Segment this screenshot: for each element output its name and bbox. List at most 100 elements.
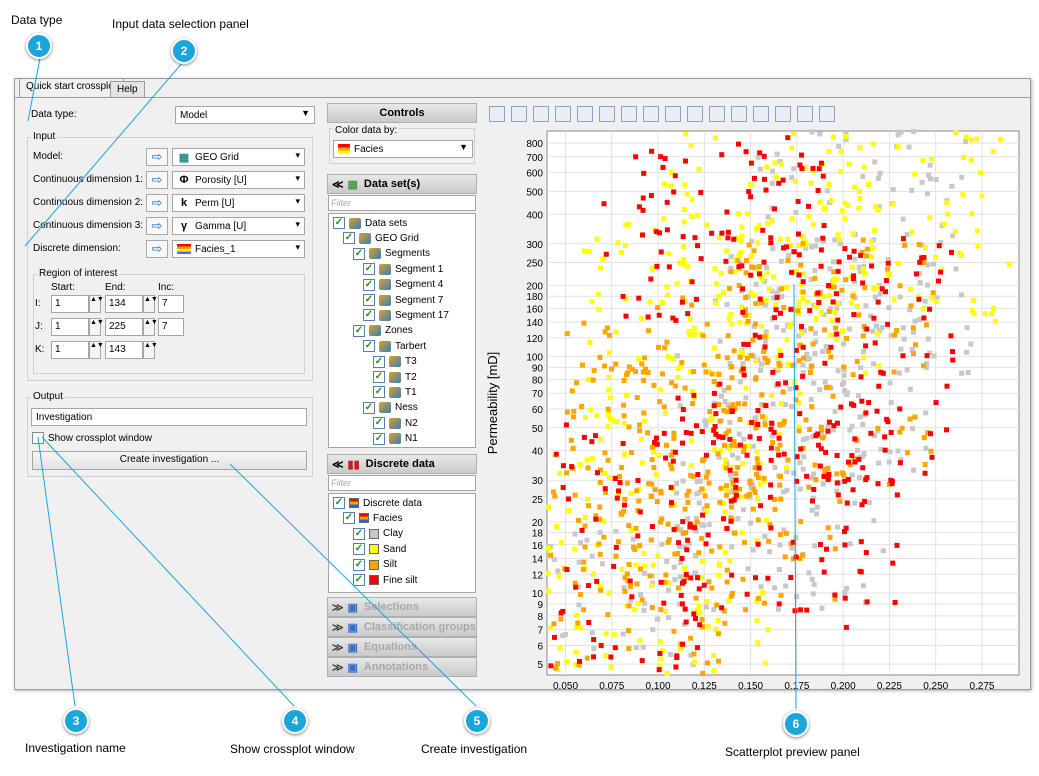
tree-item[interactable]: ✓ Ness (363, 401, 418, 414)
tree-checkbox[interactable]: ✓ (353, 543, 365, 556)
assign-arrow-button[interactable]: ⇨ (146, 240, 168, 258)
tree-checkbox[interactable]: ✓ (363, 401, 375, 414)
tree-checkbox[interactable]: ✓ (373, 386, 385, 399)
print-icon[interactable] (731, 106, 747, 122)
assign-arrow-button[interactable]: ⇨ (146, 148, 168, 166)
histogram-icon[interactable] (753, 106, 769, 122)
assign-arrow-button[interactable]: ⇨ (146, 194, 168, 212)
tree-item[interactable]: ✓ Zones (353, 324, 413, 337)
assign-arrow-button[interactable]: ⇨ (146, 217, 168, 235)
roi-start-input[interactable]: 1 (51, 295, 89, 313)
tree-checkbox[interactable]: ✓ (373, 417, 385, 430)
datasets-header[interactable]: ≪ ▦ Data set(s) (327, 174, 477, 194)
discrete-tree-item[interactable]: ✓ Sand (353, 543, 406, 556)
color-by-select[interactable]: Facies ▼ (333, 140, 473, 158)
tree-checkbox[interactable]: ✓ (343, 512, 355, 525)
tree-checkbox[interactable]: ✓ (353, 324, 365, 337)
tree-item[interactable]: ✓ GEO Grid (343, 232, 419, 245)
assign-arrow-button[interactable]: ⇨ (146, 171, 168, 189)
tree-item[interactable]: ✓ T2 (373, 371, 417, 383)
tree-item[interactable]: ✓ N2 (373, 417, 418, 430)
tab-help[interactable]: Help (110, 81, 145, 97)
collapsed-panel-header[interactable]: ≫ ▣ Classification groups (327, 617, 477, 637)
pointer-icon[interactable] (489, 106, 505, 122)
collapsed-panel-header[interactable]: ≫ ▣ Equations (327, 637, 477, 657)
roi-end-stepper[interactable]: ▲▼ (143, 295, 158, 313)
tree-checkbox[interactable]: ✓ (363, 309, 375, 322)
roi-end-stepper[interactable]: ▲▼ (143, 341, 158, 359)
scatter-point (674, 481, 680, 487)
tree-item[interactable]: ✓ Segment 4 (363, 278, 443, 291)
tree-checkbox[interactable]: ✓ (373, 371, 385, 383)
legend-icon[interactable] (687, 106, 703, 122)
input-row-select[interactable]: ▦ GEO Grid ▾ (172, 148, 305, 166)
tree-checkbox[interactable]: ✓ (353, 247, 365, 260)
chart-settings-icon[interactable] (665, 106, 681, 122)
roi-end-input[interactable]: 143 (105, 341, 143, 359)
roi-end-input[interactable]: 225 (105, 318, 143, 336)
tree-item[interactable]: ✓ N1 (373, 432, 418, 445)
tree-checkbox[interactable]: ✓ (353, 574, 365, 586)
tree-item[interactable]: ✓ T3 (373, 355, 417, 368)
roi-start-input[interactable]: 1 (51, 318, 89, 336)
tree-checkbox[interactable]: ✓ (333, 217, 345, 229)
discrete-tree-item[interactable]: ✓ Silt (353, 558, 397, 571)
filter-icon[interactable] (775, 106, 791, 122)
discrete-filter[interactable]: Filter (328, 475, 476, 491)
scatter-point (715, 353, 721, 359)
zoom-icon[interactable] (819, 106, 835, 122)
discrete-tree-item[interactable]: ✓ Facies (343, 512, 402, 525)
tree-item[interactable]: ✓ T1 (373, 386, 417, 399)
border-icon[interactable] (643, 106, 659, 122)
tree-checkbox[interactable]: ✓ (373, 432, 385, 445)
view-icon[interactable] (511, 106, 527, 122)
roi-end-input[interactable]: 134 (105, 295, 143, 313)
tree-checkbox[interactable]: ✓ (343, 232, 355, 245)
tree-checkbox[interactable]: ✓ (333, 497, 345, 509)
tree-item[interactable]: ✓ Segments (353, 247, 430, 260)
grid-toggle-icon[interactable] (577, 106, 593, 122)
tree-item[interactable]: ✓ Data sets (333, 217, 407, 229)
tree-item[interactable]: ✓ Segment 7 (363, 294, 443, 306)
discrete-tree-item[interactable]: ✓ Clay (353, 527, 403, 540)
roi-inc-input[interactable]: 7 (158, 318, 184, 336)
y-tick-label: 120 (526, 334, 543, 345)
scatter-point (864, 246, 870, 252)
data-type-select[interactable]: Model ▼ (175, 106, 315, 124)
input-row-select[interactable]: Φ Porosity [U] ▾ (172, 171, 305, 189)
tree-checkbox[interactable]: ✓ (363, 294, 375, 306)
tree-checkbox[interactable]: ✓ (353, 527, 365, 540)
collapsed-panel-header[interactable]: ≫ ▣ Selections (327, 597, 477, 617)
frame-icon[interactable] (621, 106, 637, 122)
roi-end-stepper[interactable]: ▲▼ (143, 318, 158, 336)
copy-icon[interactable] (533, 106, 549, 122)
tree-checkbox[interactable]: ✓ (373, 355, 385, 368)
tree-checkbox[interactable]: ✓ (363, 278, 375, 291)
tree-checkbox[interactable]: ✓ (353, 558, 365, 571)
fit-icon[interactable] (797, 106, 813, 122)
discrete-tree-item[interactable]: ✓ Discrete data (333, 497, 422, 509)
input-row-select[interactable]: k Perm [U] ▾ (172, 194, 305, 212)
create-investigation-button[interactable]: Create investigation ... (32, 451, 307, 470)
discrete-tree-item[interactable]: ✓ Fine silt (353, 574, 417, 586)
tree-item[interactable]: ✓ Tarbert (363, 340, 426, 353)
roi-inc-input[interactable]: 7 (158, 295, 184, 313)
scatter-point (824, 188, 830, 194)
roi-start-stepper[interactable]: ▲▼ (89, 341, 104, 359)
datasets-filter[interactable]: Filter (328, 195, 476, 211)
roi-start-input[interactable]: 1 (51, 341, 89, 359)
roi-start-stepper[interactable]: ▲▼ (89, 295, 104, 313)
export-icon[interactable] (709, 106, 725, 122)
tree-item[interactable]: ✓ Segment 17 (363, 309, 449, 322)
investigation-name-field[interactable]: Investigation (31, 408, 307, 426)
tree-checkbox[interactable]: ✓ (363, 340, 375, 353)
discrete-data-header[interactable]: ≪ ▮▮ Discrete data (327, 454, 477, 474)
input-row-select[interactable]: γ Gamma [U] ▾ (172, 217, 305, 235)
tree-item[interactable]: ✓ Segment 1 (363, 263, 443, 276)
paste-icon[interactable] (555, 106, 571, 122)
roi-start-stepper[interactable]: ▲▼ (89, 318, 104, 336)
tree-checkbox[interactable]: ✓ (363, 263, 375, 276)
input-row-select[interactable]: Facies_1 ▾ (172, 240, 305, 258)
table-icon[interactable] (599, 106, 615, 122)
collapsed-panel-header[interactable]: ≫ ▣ Annotations (327, 657, 477, 677)
